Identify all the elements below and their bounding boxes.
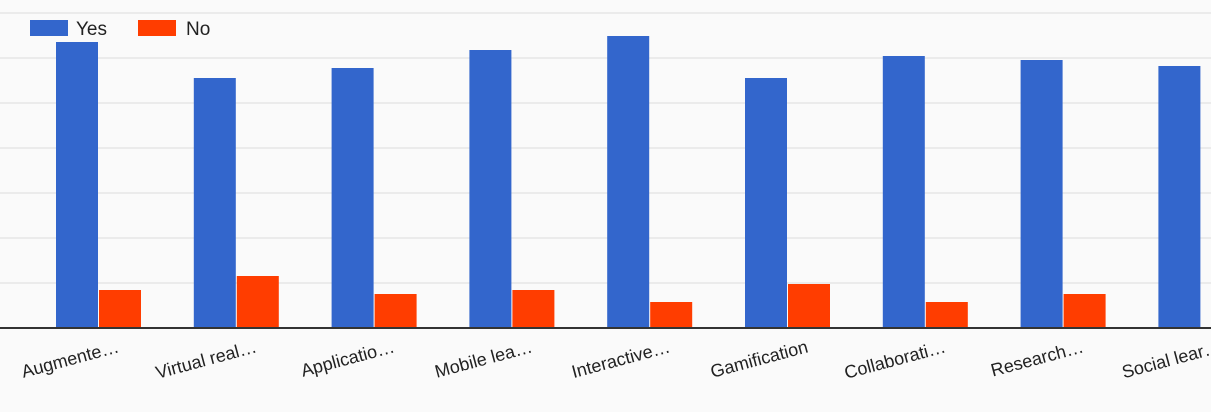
x-tick-label: Augmente… (19, 337, 121, 382)
bar-yes-7[interactable] (882, 56, 925, 328)
bar-yes-8[interactable] (1020, 60, 1063, 328)
bar-no-1[interactable] (99, 290, 141, 328)
bar-yes-3[interactable] (331, 68, 374, 328)
bar-no-3[interactable] (374, 294, 417, 328)
bar-yes-1[interactable] (56, 42, 98, 328)
bar-yes-6[interactable] (745, 78, 787, 328)
bar-no-5[interactable] (650, 302, 693, 328)
bars (56, 36, 1201, 328)
x-tick-label: Virtual real… (153, 337, 258, 383)
x-tick-labels: Augmente… Virtual real… Applicatio… Mobile … (19, 337, 1211, 383)
bar-no-7[interactable] (925, 302, 968, 328)
legend-item-yes[interactable]: Yes (30, 19, 107, 40)
bar-no-2[interactable] (236, 276, 279, 328)
x-tick-label: Applicatio… (299, 337, 397, 381)
legend-label-no: No (186, 19, 210, 40)
legend-swatch-yes (30, 20, 68, 36)
x-tick-label: Interactive… (569, 337, 672, 382)
legend-item-no[interactable]: No (138, 19, 210, 40)
bar-no-6[interactable] (788, 284, 830, 328)
x-tick-label: Social lear… (1120, 337, 1211, 383)
bar-yes-5[interactable] (607, 36, 650, 328)
bar-no-4[interactable] (512, 290, 555, 328)
bar-yes-2[interactable] (193, 78, 236, 328)
x-tick-label: Collaborati… (842, 337, 948, 383)
bar-no-8[interactable] (1063, 294, 1106, 328)
x-tick-label: Mobile lea… (433, 337, 535, 382)
bar-yes-4[interactable] (469, 50, 512, 328)
x-tick-label: Research… (989, 337, 1086, 381)
legend-label-yes: Yes (76, 19, 107, 40)
x-tick-label: Gamification (708, 337, 810, 382)
bar-yes-9[interactable] (1158, 66, 1201, 328)
legend-swatch-no (138, 20, 176, 36)
legend: Yes No (30, 19, 210, 40)
